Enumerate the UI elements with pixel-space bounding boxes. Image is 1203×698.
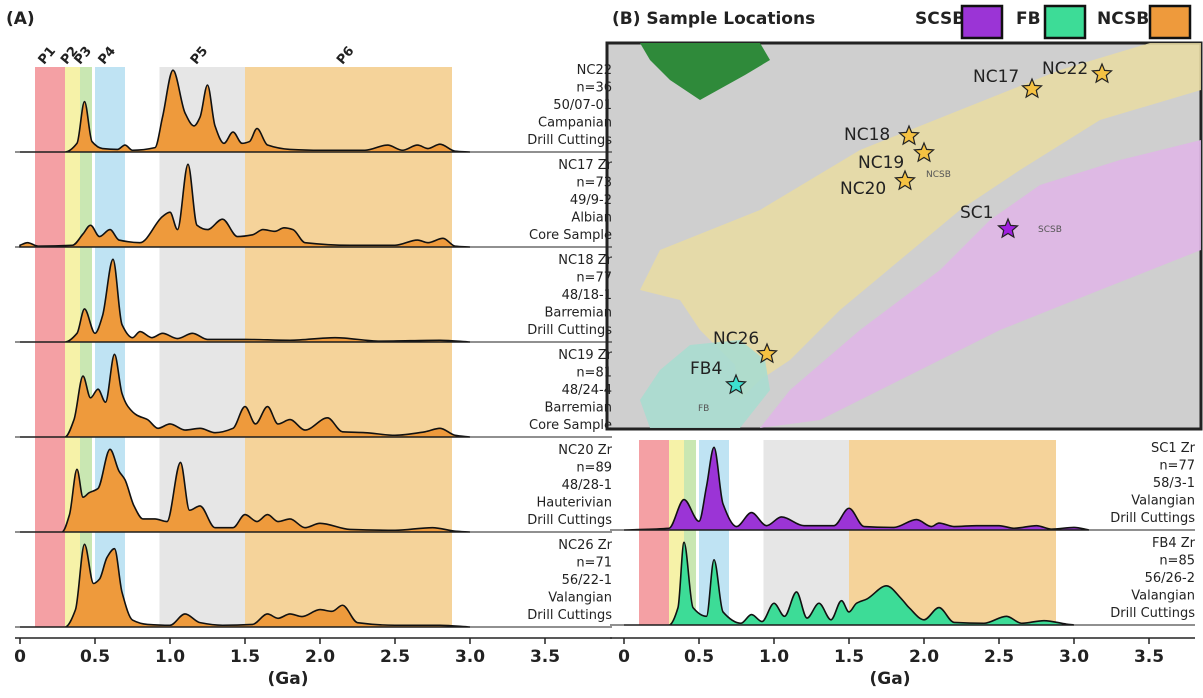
sample-name: NC18 Zr <box>558 253 612 268</box>
sample-info: n=73 <box>576 176 612 191</box>
sample-info: Albian <box>571 211 612 226</box>
x-tick-label: 3.0 <box>1059 647 1089 667</box>
x-tick-label: 0 <box>618 647 630 667</box>
period-band <box>639 440 669 625</box>
period-band <box>35 67 65 627</box>
map: NCSB SCSB FB NC22 NC17 NC18 NC19 NC20 SC1 NC26 FB4 <box>607 43 1201 429</box>
sample-info: 58/3-1 <box>1153 476 1195 491</box>
x-tick-label: 2.0 <box>305 647 335 667</box>
sample-info: n=85 <box>1159 554 1195 569</box>
x-tick-label: 1.0 <box>759 647 789 667</box>
location-label: NC22 <box>1042 59 1088 79</box>
sample-info: Drill Cuttings <box>527 323 612 338</box>
sample-info: 48/18-1 <box>562 288 612 303</box>
period-band <box>764 440 850 625</box>
sample-name: NC26 Zr <box>558 538 612 553</box>
sample-info: 56/26-2 <box>1145 571 1195 586</box>
sample-name: NC20 Zr <box>558 443 612 458</box>
sample-info: 48/24-4 <box>562 383 612 398</box>
x-tick-label: 1.0 <box>155 647 185 667</box>
x-tick-label: 2.0 <box>909 647 939 667</box>
sample-info: n=71 <box>576 556 612 571</box>
sample-name: NC17 Zr <box>558 158 612 173</box>
x-tick-label: 0 <box>14 647 26 667</box>
sample-info: n=81 <box>576 366 612 381</box>
legend-swatch <box>1045 6 1085 38</box>
legend-swatch <box>1150 6 1190 38</box>
legend-label: SCSB <box>915 9 965 29</box>
x-tick-label: 3.5 <box>1134 647 1164 667</box>
sample-info: Campanian <box>538 116 612 131</box>
sample-info: Core Sample <box>529 418 612 433</box>
x-tick-label: 0.5 <box>80 647 110 667</box>
legend-label: FB <box>1016 9 1041 29</box>
x-axis-label: (Ga) <box>870 669 911 689</box>
x-tick-label: 2.5 <box>380 647 410 667</box>
sample-info: Valangian <box>1131 589 1195 604</box>
area-label: SCSB <box>1038 225 1062 235</box>
legend-swatch <box>962 6 1002 38</box>
band-label: P3 <box>72 44 95 68</box>
sample-info: Barremian <box>544 401 612 416</box>
sample-info: Drill Cuttings <box>1110 511 1195 526</box>
sample-info: n=77 <box>576 271 612 286</box>
x-tick-label: 1.5 <box>230 647 260 667</box>
figure: (A) (Ga) (Ga) NCSB SCSB FB NC22 NC17 NC18 NC19… <box>0 0 1203 694</box>
sample-info: 49/9-2 <box>570 193 612 208</box>
location-label: FB4 <box>690 359 722 379</box>
band-label: P6 <box>334 44 357 68</box>
sample-info: Valangian <box>548 591 612 606</box>
x-tick-label: 1.5 <box>834 647 864 667</box>
x-tick-label: 0.5 <box>684 647 714 667</box>
sample-info: Valangian <box>1131 494 1195 509</box>
sample-info: Drill Cuttings <box>527 133 612 148</box>
location-label: SC1 <box>960 203 993 223</box>
sample-info: 48/28-1 <box>562 478 612 493</box>
sample-info: Drill Cuttings <box>527 513 612 528</box>
panel-a-title: (A) <box>6 9 35 29</box>
sample-info: n=36 <box>576 81 612 96</box>
sample-name: NC22 <box>577 63 612 78</box>
location-label: NC17 <box>973 67 1019 87</box>
x-tick-label: 3.0 <box>455 647 485 667</box>
band-label: P5 <box>188 44 211 68</box>
x-tick-label: 2.5 <box>984 647 1014 667</box>
sample-name: SC1 Zr <box>1151 441 1196 456</box>
x-axis-label: (Ga) <box>268 669 309 689</box>
sample-info: 56/22-1 <box>562 573 612 588</box>
sample-name: FB4 Zr <box>1152 536 1196 551</box>
x-tick-label: 3.5 <box>530 647 560 667</box>
sample-name: NC19 Zr <box>558 348 612 363</box>
sample-info: Drill Cuttings <box>1110 606 1195 621</box>
sample-info: Core Sample <box>529 228 612 243</box>
map-title: (B) Sample Locations <box>612 9 815 29</box>
band-label: P4 <box>96 44 119 68</box>
location-label: NC19 <box>858 153 904 173</box>
sample-info: n=77 <box>1159 459 1195 474</box>
sample-info: Barremian <box>544 306 612 321</box>
location-label: NC20 <box>840 179 886 199</box>
sample-info: n=89 <box>576 461 612 476</box>
legend-label: NCSB <box>1097 9 1149 29</box>
area-label: FB <box>698 404 709 414</box>
area-label: NCSB <box>926 170 951 180</box>
location-label: NC18 <box>844 125 890 145</box>
sample-info: Drill Cuttings <box>527 608 612 623</box>
band-label: P1 <box>36 44 59 68</box>
sample-info: Hauterivian <box>536 496 612 511</box>
location-label: NC26 <box>713 329 759 349</box>
sample-info: 50/07-01 <box>553 98 612 113</box>
